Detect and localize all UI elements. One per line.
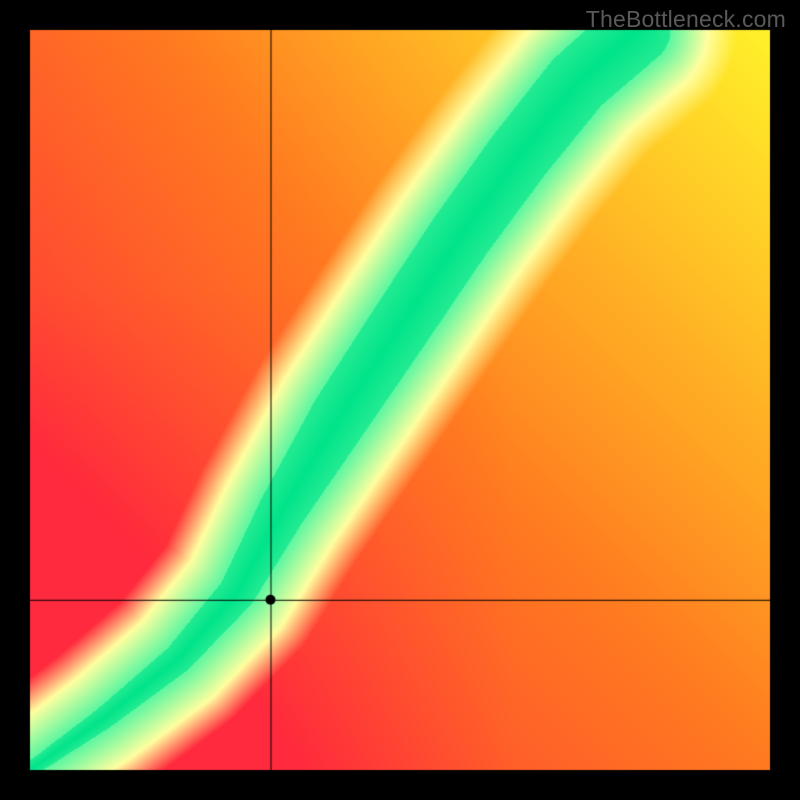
- watermark-text: TheBottleneck.com: [586, 6, 786, 33]
- bottleneck-heatmap-canvas: [0, 0, 800, 800]
